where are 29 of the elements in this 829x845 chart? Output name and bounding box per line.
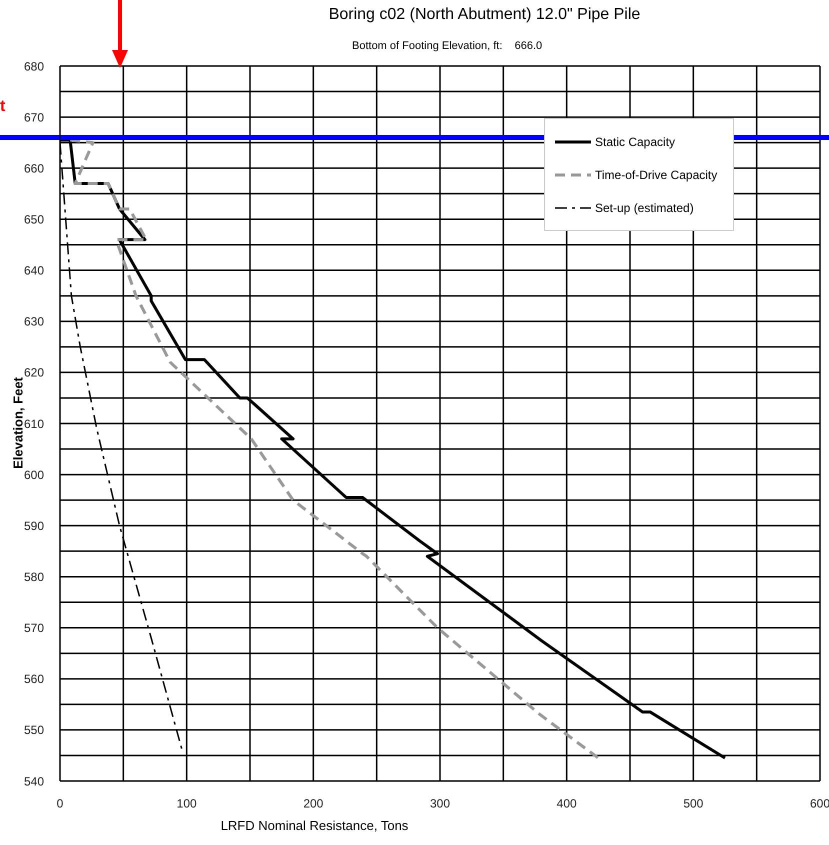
y-tick-label: 590 (24, 518, 44, 533)
x-tick-label: 0 (56, 796, 64, 811)
y-tick-label: 550 (24, 723, 44, 738)
y-tick-label: 540 (24, 774, 44, 788)
chart-title: Boring c02 (North Abutment) 12.0" Pipe Pile (328, 6, 640, 23)
y-tick-label: 570 (24, 621, 44, 636)
y-tick-label: 600 (24, 468, 44, 482)
y-tick-label: 680 (24, 59, 44, 74)
x-axis-title: LRFD Nominal Resistance, Tons (220, 818, 408, 833)
y-tick-label: 560 (24, 672, 44, 686)
y-tick-label: 650 (24, 212, 44, 226)
y-tick-label: 630 (24, 314, 44, 329)
x-tick-label: 100 (176, 796, 197, 811)
x-tick-label: 400 (556, 796, 577, 811)
y-tick-label: 670 (24, 110, 44, 124)
y-tick-label: 610 (24, 416, 44, 431)
y-tick-label: 580 (24, 570, 44, 584)
legend-label: Time-of-Drive Capacity (595, 168, 718, 182)
x-tick-label: 500 (683, 796, 704, 811)
y-axis-title: Elevation, Feet (10, 377, 26, 469)
x-tick-label: 300 (430, 796, 450, 811)
chart-subtitle: Bottom of Footing Elevation, ft: 666.0 (352, 40, 542, 52)
y-tick-label: 660 (24, 161, 44, 176)
legend-label: Set-up (estimated) (595, 200, 694, 214)
y-tick-label: 620 (24, 366, 44, 380)
text: t (0, 98, 6, 116)
x-tick-label: 200 (303, 796, 324, 811)
legend-label: Static Capacity (595, 134, 676, 148)
y-tick-label: 640 (24, 264, 44, 278)
